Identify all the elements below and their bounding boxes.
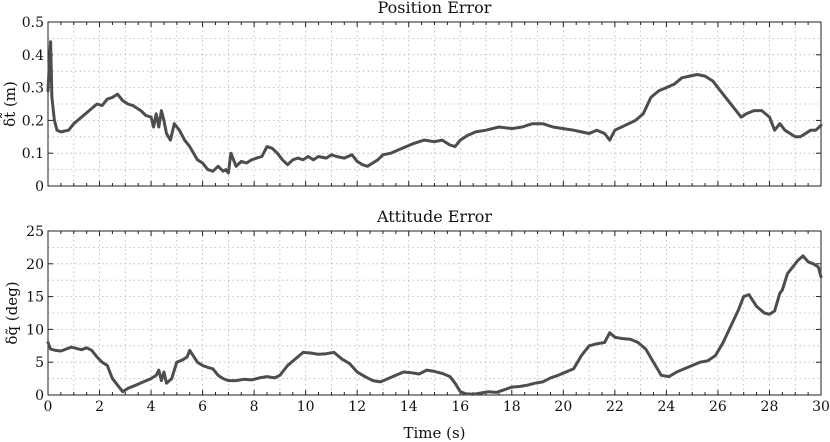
position-error-y-tick-label: 0.1 [22, 146, 44, 162]
attitude-error-x-tick-label: 12 [348, 399, 366, 415]
attitude-error-x-tick-label: 6 [198, 399, 207, 415]
attitude-error-x-tick-label: 4 [147, 399, 156, 415]
attitude-error-y-axis-label: δq̃ (deg) [3, 281, 21, 344]
attitude-error-x-tick-label: 28 [761, 399, 779, 415]
attitude-error-x-tick-label: 18 [503, 399, 521, 415]
position-error-y-ticks: 0 0.1 0.2 0.3 0.4 0.5 [22, 15, 821, 195]
attitude-error-title: Attitude Error [376, 207, 492, 226]
attitude-error-x-tick-label: 26 [709, 399, 727, 415]
attitude-error-y-tick-label: 10 [26, 322, 44, 338]
position-error-line [46, 40, 823, 175]
position-error-panel: Position Error 0 0.1 0.2 0.3 0.4 0.5 δt̃ (m) [0, 0, 823, 195]
attitude-error-x-tick-label: 30 [812, 399, 830, 415]
position-error-y-axis-label: δt̃ (m) [0, 81, 19, 127]
position-error-title: Position Error [378, 0, 492, 17]
time-x-axis-label: Time (s) [403, 424, 465, 442]
attitude-error-grid [48, 231, 821, 395]
position-error-y-tick-label: 0.2 [22, 113, 44, 129]
attitude-error-x-tick-label: 20 [554, 399, 572, 415]
attitude-error-y-tick-label: 20 [26, 257, 44, 273]
attitude-error-y-tick-label: 0 [35, 388, 44, 404]
attitude-error-y-tick-label: 15 [26, 290, 44, 306]
position-error-y-tick-label: 0.3 [22, 81, 44, 97]
position-error-y-tick-label: 0.5 [22, 15, 44, 31]
position-error-x-ticks [47, 22, 822, 186]
attitude-error-x-tick-label: 14 [400, 399, 418, 415]
attitude-error-x-tick-label: 22 [606, 399, 624, 415]
position-error-grid [48, 22, 821, 186]
attitude-error-x-tick-label: 0 [44, 399, 53, 415]
attitude-error-panel: Attitude Error 0 2 4 6 8 10 12 14 16 18 20 22 24 26 28… [3, 207, 830, 442]
attitude-error-line [46, 254, 823, 396]
attitude-error-x-tick-label: 2 [95, 399, 104, 415]
position-error-y-tick-label: 0.4 [22, 48, 44, 64]
attitude-error-x-tick-label: 10 [297, 399, 315, 415]
attitude-error-x-ticks: 0 2 4 6 8 10 12 14 16 18 20 22 24 26 28 30 [44, 231, 830, 415]
attitude-error-x-tick-label: 16 [451, 399, 469, 415]
attitude-error-y-ticks: 0 5 10 15 20 25 [26, 224, 821, 404]
attitude-error-y-tick-label: 25 [26, 224, 44, 240]
attitude-error-x-tick-label: 24 [657, 399, 675, 415]
attitude-error-y-tick-label: 5 [35, 355, 44, 371]
attitude-error-x-tick-label: 8 [250, 399, 259, 415]
position-error-y-tick-label: 0 [35, 179, 44, 195]
